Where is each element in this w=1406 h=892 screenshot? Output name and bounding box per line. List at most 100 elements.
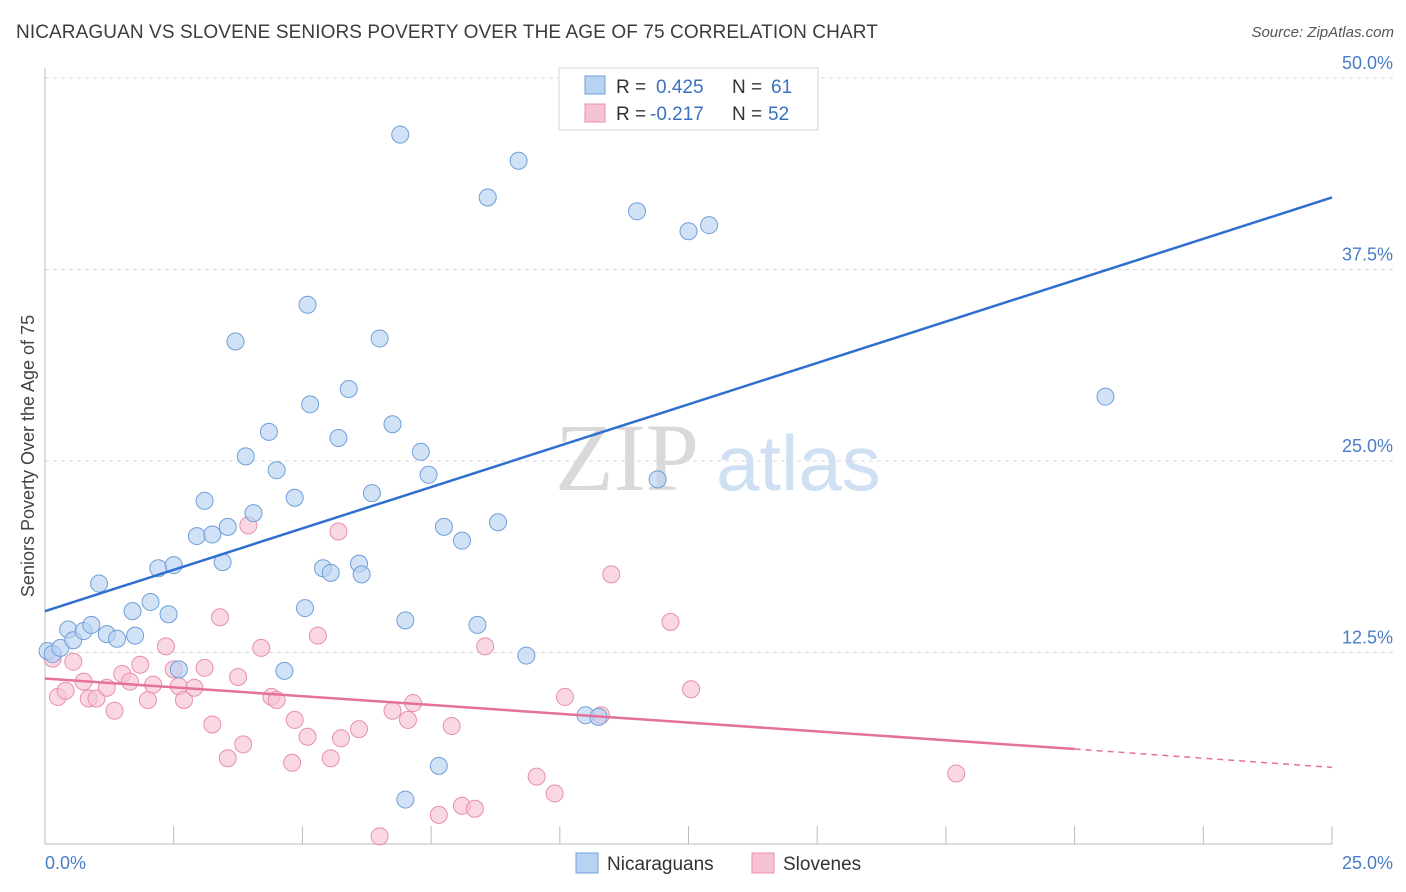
nicaraguans-point [298,295,317,314]
nicaraguans-point [141,592,160,611]
slovenes-point [211,608,230,627]
nicaraguans-point [679,222,698,241]
slovenes-point [283,753,302,772]
nicaraguans-point [478,188,497,207]
slovenes-point [555,687,574,706]
nicaraguans-point [700,216,719,235]
x-tick-label-max: 25.0% [1342,853,1393,873]
nicaraguans-point [648,470,667,489]
slovenes-point [252,638,271,657]
slovenes-point [234,735,253,754]
nicaraguans-point [226,332,245,351]
chart-title: NICARAGUAN VS SLOVENE SENIORS POVERTY OV… [16,22,878,43]
nicaraguans-point [339,379,358,398]
nicaraguans-point [285,488,304,507]
slovenes-point [465,799,484,818]
nicaraguans-point [489,513,508,532]
slovenes-point [332,729,351,748]
nicaraguans-point [396,611,415,630]
nicaraguans-trend-line [44,196,1333,613]
watermark-atlas: atlas [716,419,881,507]
nicaraguans-point [429,756,448,775]
nicaraguans-point [169,660,188,679]
y-tick-label: 50.0% [1342,53,1393,73]
x-ticks [44,826,1333,844]
slovenes-point [218,749,237,768]
legend-n-label-1: N = [732,77,762,98]
slovenes-trend-line [44,677,1075,751]
slovenes-point [429,805,448,824]
slovenes-point [64,652,83,671]
bottom-legend-label-slovenes: Slovenes [783,854,861,875]
source-credit: Source: ZipAtlas.com [1251,24,1394,41]
slovenes-trend-extension [1074,748,1333,769]
trend-lines [44,196,1333,769]
y-tick-label: 12.5% [1342,628,1393,648]
slovenes-point [56,681,75,700]
watermark-zip: ZIP [555,404,699,511]
slovenes-point [442,717,461,736]
y-axis-title: Seniors Poverty Over the Age of 75 [18,315,38,597]
slovenes-point [285,710,304,729]
nicaraguans-points [38,125,1115,809]
nicaraguans-point [396,790,415,809]
series-legend: Nicaraguans Slovenes [575,852,861,875]
legend-swatch-pink [584,103,606,123]
nicaraguans-point [1096,387,1115,406]
slovenes-point [120,672,139,691]
nicaraguans-point [244,504,263,523]
nicaraguans-point [259,422,278,441]
nicaraguans-point [159,605,178,624]
nicaraguans-point [628,202,647,221]
y-tick-labels: 12.5% 25.0% 37.5% 50.0% [1342,53,1393,648]
legend-r-value-1: 0.425 [656,77,704,98]
nicaraguans-point [218,517,237,536]
slovenes-point [350,720,369,739]
nicaraguans-point [195,491,214,510]
slovenes-point [131,655,150,674]
nicaraguans-point [329,429,348,448]
slovenes-point [682,680,701,699]
nicaraguans-point [236,447,255,466]
legend-swatch-blue [584,75,606,95]
bottom-legend-label-nicaraguans: Nicaraguans [607,854,714,875]
nicaraguans-point [275,661,294,680]
nicaraguans-point [123,602,142,621]
nicaraguans-point [517,646,536,665]
bottom-legend-swatch-blue [575,852,599,874]
bottom-legend-swatch-pink [751,852,775,874]
slovenes-point [329,522,348,541]
slovenes-point [321,749,340,768]
legend-n-value-1: 61 [771,77,792,98]
slovenes-point [661,612,680,631]
nicaraguans-point [468,615,487,634]
slovenes-point [138,690,157,709]
stats-legend: R = 0.425 N = 61 R = -0.217 N = 52 [558,67,819,131]
slovenes-point [476,637,495,656]
slovenes-point [602,565,621,584]
grid-lines [45,77,1393,653]
nicaraguans-point [352,565,371,584]
slovenes-point [527,767,546,786]
slovenes-point [105,701,124,720]
nicaraguans-point [452,531,471,550]
nicaraguans-point [82,615,101,634]
slovenes-point [156,637,175,656]
nicaraguans-point [321,563,340,582]
nicaraguans-point [383,415,402,434]
legend-r-label-1: R = [616,77,646,98]
nicaraguans-point [126,626,145,645]
slovenes-point [308,626,327,645]
nicaraguans-point [267,461,286,480]
slovenes-point [195,658,214,677]
slovenes-point [203,715,222,734]
slovenes-point [947,764,966,783]
slovenes-point [545,784,564,803]
nicaraguans-point [203,525,222,544]
nicaraguans-point [362,484,381,503]
y-tick-label: 37.5% [1342,245,1393,265]
nicaraguans-point [509,151,528,170]
nicaraguans-point [434,517,453,536]
nicaraguans-point [411,442,430,461]
